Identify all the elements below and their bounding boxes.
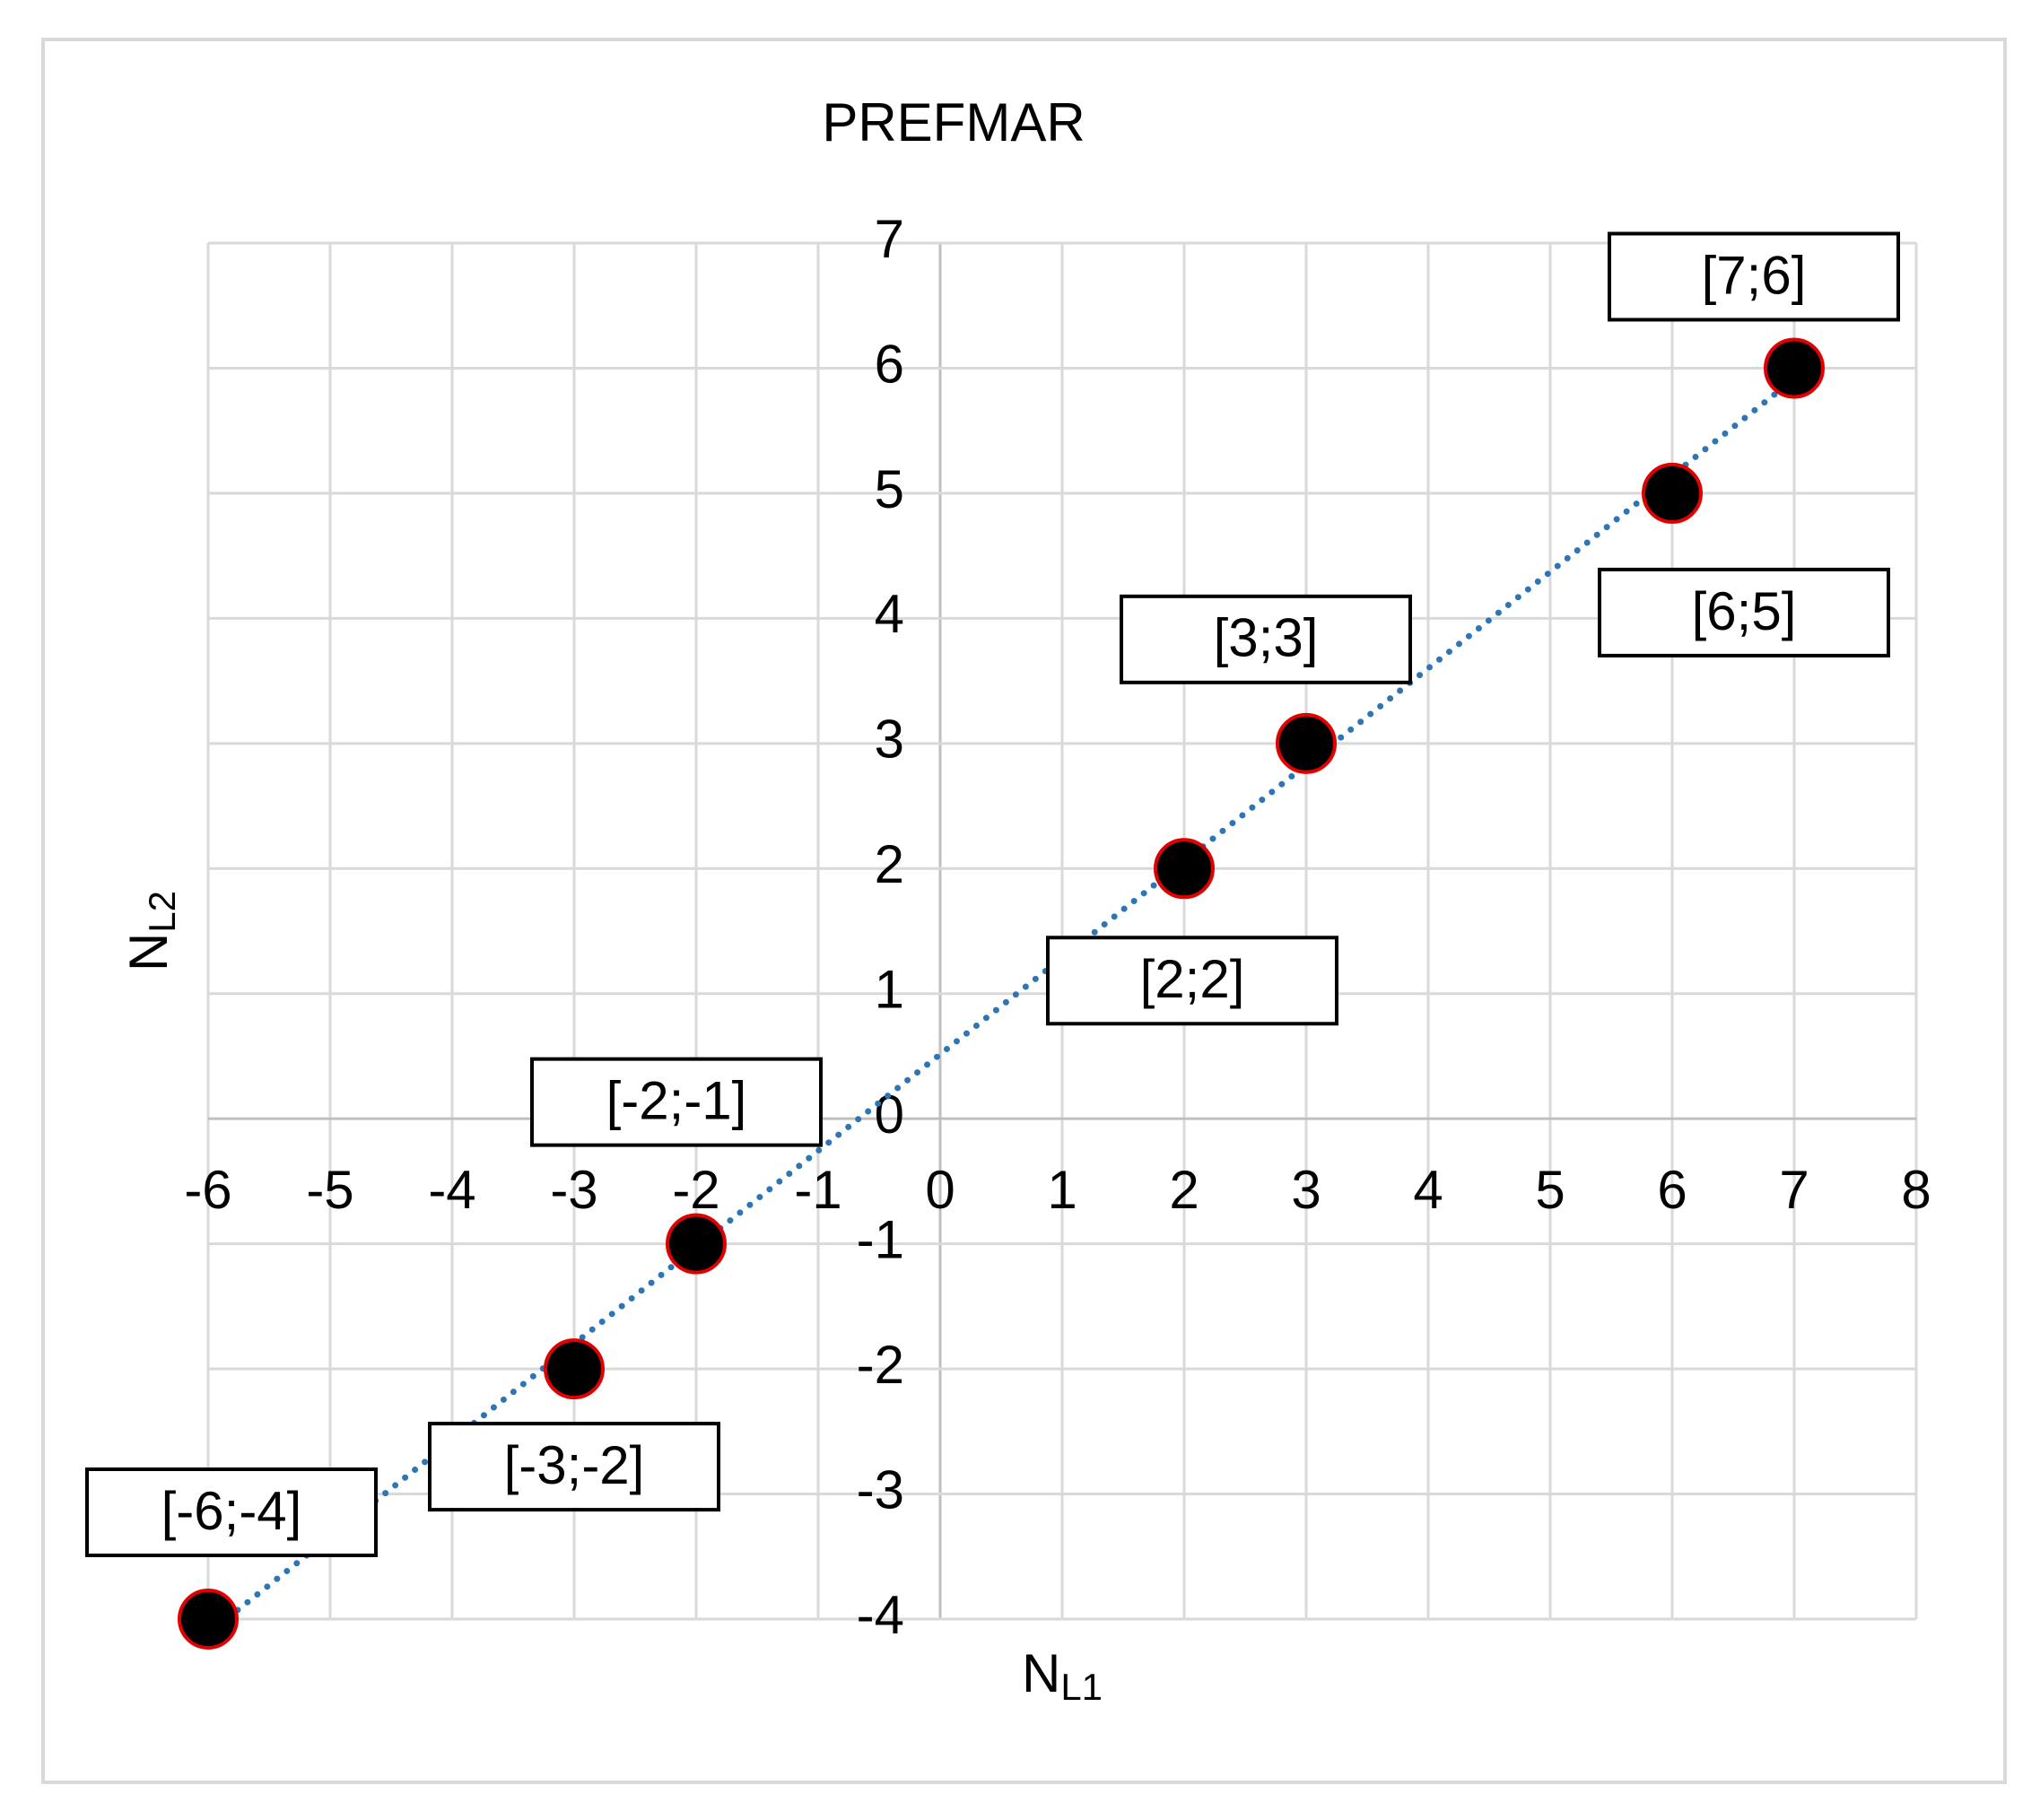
y-tick-label: -2 [857, 1335, 904, 1395]
point [178, 1589, 239, 1650]
point [544, 1338, 605, 1400]
point [1764, 337, 1825, 399]
y-tick-label: 4 [875, 584, 904, 644]
y-tick-label: 3 [875, 710, 904, 770]
y-axis-title-sub: L2 [141, 891, 183, 933]
data-label: [-3;-2] [504, 1435, 645, 1495]
point [1276, 712, 1337, 774]
chart-title: PREFMAR [822, 92, 1085, 152]
data-label: [7;6] [1702, 245, 1807, 305]
y-tick-label: -4 [857, 1585, 904, 1645]
data-label-box [530, 1057, 823, 1147]
data-label: [6;5] [1692, 581, 1797, 641]
x-tick-label: -2 [672, 1160, 719, 1220]
x-tick-label: -1 [794, 1160, 841, 1220]
x-tick-label: 7 [1779, 1160, 1809, 1220]
x-tick-label: 6 [1657, 1160, 1687, 1220]
data-label: [-2;-1] [606, 1070, 747, 1130]
x-axis-title-main: N [1022, 1643, 1060, 1703]
x-axis-title-sub: L1 [1060, 1666, 1103, 1708]
y-tick-label: 7 [875, 209, 904, 269]
y-axis-title-main: N [118, 933, 179, 971]
point [1642, 462, 1703, 524]
y-tick-label: 6 [875, 334, 904, 394]
data-label-box [428, 1422, 720, 1512]
x-tick-label: -5 [306, 1160, 353, 1220]
data-label: [3;3] [1214, 608, 1319, 668]
x-tick-label: -4 [428, 1160, 475, 1220]
y-tick-label: 2 [875, 834, 904, 894]
data-label: [-6;-4] [161, 1481, 302, 1541]
data-label-box [1598, 567, 1890, 657]
data-label-box [1120, 594, 1412, 684]
x-axis-title: NL1 [1022, 1643, 1103, 1708]
x-tick-label: 5 [1535, 1160, 1565, 1220]
point [666, 1213, 727, 1275]
x-tick-label: -3 [550, 1160, 597, 1220]
x-tick-label: 0 [925, 1160, 955, 1220]
x-tick-label: 2 [1169, 1160, 1199, 1220]
x-tick-label: -6 [184, 1160, 231, 1220]
data-label-box [85, 1467, 378, 1557]
y-tick-label: 1 [875, 960, 904, 1020]
x-tick-label: 4 [1413, 1160, 1443, 1220]
y-axis-title: NL2 [118, 891, 183, 971]
data-label: [2;2] [1140, 949, 1245, 1009]
data-label-box [1608, 231, 1900, 322]
y-tick-label: 5 [875, 459, 904, 519]
y-tick-label: -1 [857, 1209, 904, 1269]
x-tick-label: 8 [1901, 1160, 1931, 1220]
data-label-box [1046, 936, 1338, 1026]
x-tick-label: 3 [1291, 1160, 1321, 1220]
x-tick-label: 1 [1047, 1160, 1077, 1220]
point [1154, 838, 1215, 900]
y-tick-label: -3 [857, 1459, 904, 1520]
